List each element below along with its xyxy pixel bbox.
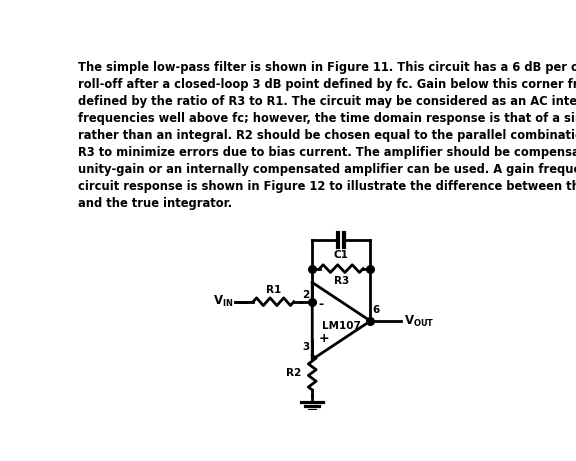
- Text: 6: 6: [372, 305, 379, 315]
- Text: $\mathbf{V_{OUT}}$: $\mathbf{V_{OUT}}$: [404, 313, 434, 329]
- Text: 3: 3: [302, 342, 309, 352]
- Text: -: -: [319, 297, 324, 311]
- Text: R2: R2: [286, 367, 301, 378]
- Text: C1: C1: [334, 250, 348, 260]
- Text: +: +: [319, 332, 329, 345]
- Text: $\mathbf{V_{IN}}$: $\mathbf{V_{IN}}$: [213, 294, 233, 309]
- Text: R3: R3: [334, 276, 349, 286]
- Text: The simple low-pass filter is shown in Figure 11. This circuit has a 6 dB per oc: The simple low-pass filter is shown in F…: [78, 61, 576, 211]
- Text: LM107: LM107: [321, 321, 361, 331]
- Text: 2: 2: [302, 290, 309, 300]
- Text: R1: R1: [266, 285, 281, 295]
